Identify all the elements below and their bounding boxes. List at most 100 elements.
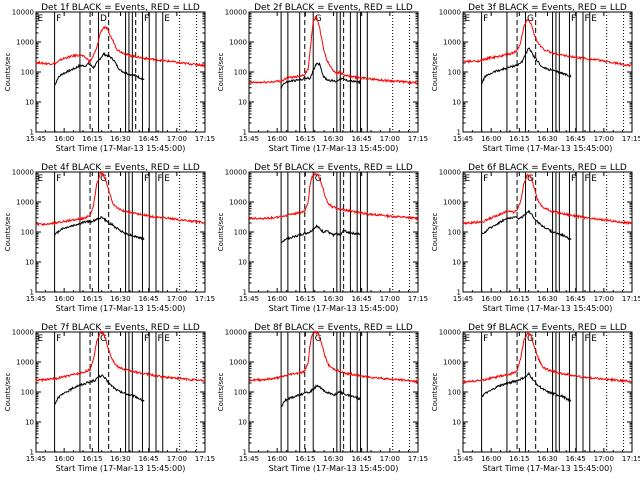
- series-events-line: [280, 224, 361, 244]
- y-tick-label: 1: [243, 449, 247, 457]
- y-tick-label: 100: [21, 389, 34, 397]
- series-lld-line: [35, 26, 206, 68]
- marker-label: E: [38, 14, 44, 24]
- x-tick-label: 17:15: [408, 455, 428, 463]
- y-tick-label: 10: [238, 419, 247, 427]
- marker-label: F: [483, 334, 488, 344]
- marker-label: G: [527, 334, 534, 344]
- x-tick-label: 16:45: [352, 135, 372, 143]
- y-axis-label: Counts/sec: [431, 213, 439, 252]
- x-tick-label: 17:15: [622, 455, 640, 463]
- x-tick-label: 17:15: [195, 455, 215, 463]
- y-tick-label: 10000: [439, 329, 461, 337]
- x-tick-label: 16:00: [54, 455, 74, 463]
- y-tick-label: 1000: [16, 199, 34, 207]
- y-tick-label: 1: [30, 449, 34, 457]
- chart-title: Det 2f BLACK = Events, RED = LLD: [254, 3, 413, 13]
- chart-panel: Det 8f BLACK = Events, RED = LLD Counts/s…: [217, 323, 428, 473]
- y-tick-label: 10: [25, 259, 34, 267]
- x-tick-label: 16:00: [481, 295, 501, 303]
- series-events-line: [481, 47, 572, 85]
- y-tick-label: 1: [243, 289, 247, 297]
- marker-label: F: [584, 14, 589, 24]
- marker-label: G: [315, 334, 322, 344]
- marker-label: G: [100, 334, 107, 344]
- x-tick-label: 16:45: [139, 295, 159, 303]
- x-tick-label: 16:15: [295, 135, 315, 143]
- y-axis-label: Counts/sec: [4, 373, 12, 412]
- x-tick-label: 16:45: [352, 295, 372, 303]
- x-tick-label: 15:45: [453, 455, 473, 463]
- y-tick-label: 100: [448, 229, 461, 237]
- y-tick-label: 10000: [12, 169, 34, 177]
- x-tick-label: 16:45: [352, 455, 372, 463]
- marker-label: F: [144, 174, 149, 184]
- marker-label: E: [465, 334, 471, 344]
- x-tick-label: 17:15: [408, 295, 428, 303]
- x-axis-label: Start Time (17-Mar-13 15:45:00): [269, 304, 399, 313]
- chart-title: Det 5f BLACK = Events, RED = LLD: [254, 163, 413, 173]
- series-lld-line: [248, 330, 419, 384]
- x-tick-label: 15:45: [239, 135, 259, 143]
- series-lld-line: [35, 171, 206, 227]
- x-tick-label: 17:00: [167, 295, 187, 303]
- y-axis-label: Counts/sec: [217, 373, 225, 412]
- y-tick-label: 100: [448, 389, 461, 397]
- y-tick-label: 1000: [16, 39, 34, 47]
- y-tick-label: 10: [25, 99, 34, 107]
- chart-panel: Det 2f BLACK = Events, RED = LLD Counts/s…: [217, 3, 428, 153]
- x-tick-label: 16:00: [267, 295, 287, 303]
- series-lld-line: [462, 332, 632, 384]
- series-events-line: [481, 371, 572, 402]
- y-axis-label: Counts/sec: [4, 53, 12, 92]
- marker-label: G: [100, 174, 107, 184]
- series-events-line: [54, 215, 145, 241]
- x-tick-label: 17:15: [195, 295, 215, 303]
- series-events-line: [481, 209, 572, 241]
- y-tick-label: 1000: [229, 359, 247, 367]
- y-axis-label: Counts/sec: [217, 213, 225, 252]
- x-axis-label: Start Time (17-Mar-13 15:45:00): [56, 464, 186, 473]
- marker-label: G: [527, 174, 534, 184]
- marker-label: F: [157, 174, 162, 184]
- y-tick-label: 10000: [225, 169, 247, 177]
- marker-label: G: [315, 14, 322, 24]
- marker-label: E: [164, 14, 170, 24]
- marker-label: E: [164, 174, 170, 184]
- x-tick-label: 15:45: [453, 135, 473, 143]
- x-tick-label: 15:45: [453, 295, 473, 303]
- chart-title: Det 9f BLACK = Events, RED = LLD: [468, 323, 627, 333]
- x-tick-label: 15:45: [26, 135, 46, 143]
- x-tick-label: 17:00: [167, 135, 187, 143]
- y-tick-label: 10: [452, 419, 461, 427]
- x-tick-label: 16:30: [110, 455, 130, 463]
- x-axis-label: Start Time (17-Mar-13 15:45:00): [269, 144, 399, 153]
- marker-label: E: [164, 334, 170, 344]
- marker-label: E: [465, 174, 471, 184]
- y-tick-label: 100: [234, 229, 247, 237]
- x-tick-label: 17:15: [408, 135, 428, 143]
- chart-panel: Det 6f BLACK = Events, RED = LLD Counts/s…: [431, 163, 640, 313]
- series-lld-line: [35, 329, 206, 383]
- x-tick-label: 16:00: [267, 135, 287, 143]
- y-tick-label: 10000: [439, 169, 461, 177]
- y-tick-label: 1: [457, 449, 461, 457]
- y-tick-label: 1000: [229, 199, 247, 207]
- series-events-line: [54, 51, 145, 86]
- y-tick-label: 100: [234, 389, 247, 397]
- y-tick-label: 10000: [439, 9, 461, 17]
- x-tick-label: 17:00: [594, 135, 614, 143]
- x-tick-label: 16:15: [509, 455, 529, 463]
- chart-title: Det 1f BLACK = Events, RED = LLD: [41, 3, 200, 13]
- marker-label: G: [315, 174, 322, 184]
- series-lld-line: [462, 19, 633, 68]
- x-axis-label: Start Time (17-Mar-13 15:45:00): [269, 464, 399, 473]
- y-tick-label: 1: [30, 289, 34, 297]
- x-tick-label: 16:00: [54, 135, 74, 143]
- x-tick-label: 17:00: [380, 455, 400, 463]
- chart-panel: Det 1f BLACK = Events, RED = LLD Counts/s…: [4, 3, 215, 153]
- y-tick-label: 10000: [225, 329, 247, 337]
- marker-label: F: [571, 14, 576, 24]
- x-tick-label: 15:45: [26, 295, 46, 303]
